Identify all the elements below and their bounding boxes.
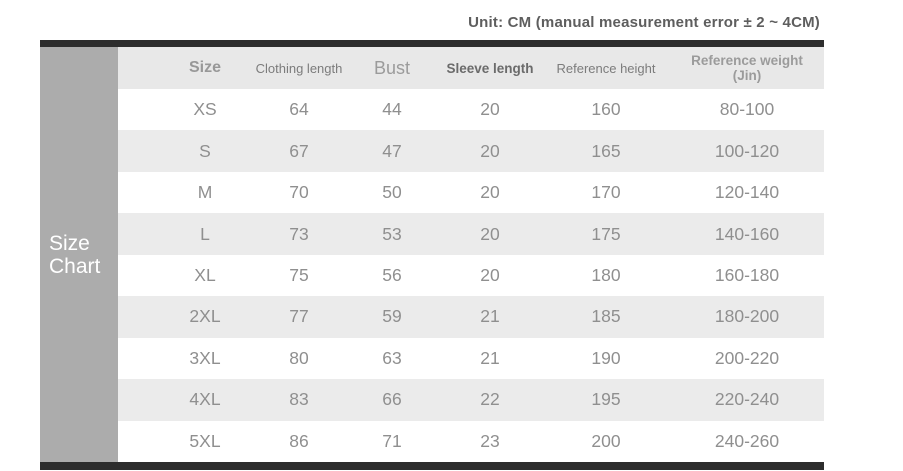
col-header-size: Size bbox=[188, 59, 221, 76]
table-row: XS 64 44 20 160 80-100 bbox=[118, 89, 824, 130]
table-cell: 240-260 bbox=[714, 430, 780, 451]
table-row: 5XL 86 71 23 200 240-260 bbox=[118, 421, 824, 463]
table-row: 3XL 80 63 21 190 200-220 bbox=[118, 338, 824, 379]
table-cell: 120-140 bbox=[714, 182, 780, 203]
table-cell: 195 bbox=[591, 389, 621, 410]
table-cell: 21 bbox=[480, 347, 500, 368]
table-cell: 44 bbox=[382, 99, 402, 120]
table-cell: 180 bbox=[591, 264, 621, 285]
table-cell: 2XL bbox=[189, 306, 221, 327]
table-cell: 190 bbox=[591, 347, 621, 368]
col-header-bust: Bust bbox=[373, 57, 411, 78]
table-cell: 170 bbox=[591, 182, 621, 203]
table-cell: 200 bbox=[591, 430, 621, 451]
table-cell: 160 bbox=[591, 99, 621, 120]
table-cell: 50 bbox=[382, 182, 402, 203]
table-cell: M bbox=[197, 182, 213, 203]
unit-note: Unit: CM (manual measurement error ± 2 ~… bbox=[468, 14, 820, 31]
table-row: 2XL 77 59 21 185 180-200 bbox=[118, 296, 824, 338]
table-cell: 165 bbox=[591, 140, 621, 161]
table-cell: 73 bbox=[289, 223, 309, 244]
table-cell: 66 bbox=[382, 389, 402, 410]
size-chart-label: Size Chart bbox=[40, 47, 118, 462]
table-cell: 71 bbox=[382, 430, 402, 451]
table-cell: 47 bbox=[382, 140, 402, 161]
bottom-bar bbox=[40, 462, 824, 470]
table-cell: 22 bbox=[480, 389, 500, 410]
table-cell: 200-220 bbox=[714, 347, 780, 368]
table-cell: 20 bbox=[480, 99, 500, 120]
col-header-clothing-length: Clothing length bbox=[255, 60, 343, 76]
table-cell: 56 bbox=[382, 264, 402, 285]
table-row: L 73 53 20 175 140-160 bbox=[118, 213, 824, 255]
table-cell: 75 bbox=[289, 264, 309, 285]
table-cell: 3XL bbox=[189, 347, 221, 368]
table-cell: 140-160 bbox=[714, 223, 780, 244]
table-cell: 80 bbox=[289, 347, 309, 368]
table-cell: 175 bbox=[591, 223, 621, 244]
table-cell: 5XL bbox=[189, 430, 221, 451]
size-table: Size Clothing length Bust Sleeve length … bbox=[118, 47, 824, 462]
table-cell: 86 bbox=[289, 430, 309, 451]
table-cell: 180-200 bbox=[714, 306, 780, 327]
table-cell: 100-120 bbox=[714, 140, 780, 161]
table-cell: 53 bbox=[382, 223, 402, 244]
table-cell: 23 bbox=[480, 430, 500, 451]
table-cell: 77 bbox=[289, 306, 309, 327]
table-cell: 220-240 bbox=[714, 389, 780, 410]
table-cell: 59 bbox=[382, 306, 402, 327]
col-header-reference-weight: Reference weight (Jin) bbox=[670, 47, 824, 89]
table-cell: XL bbox=[194, 264, 216, 285]
header-row: Size Clothing length Bust Sleeve length … bbox=[118, 47, 824, 89]
table-cell: XS bbox=[193, 99, 217, 120]
table-cell: L bbox=[200, 223, 210, 244]
col-header-reference-weight-text: Reference weight (Jin) bbox=[691, 53, 803, 83]
table-cell: 80-100 bbox=[719, 99, 775, 120]
table-row: XL 75 56 20 180 160-180 bbox=[118, 255, 824, 296]
col-header-sleeve-length: Sleeve length bbox=[446, 60, 534, 76]
table-row: 4XL 83 66 22 195 220-240 bbox=[118, 379, 824, 421]
table-cell: 83 bbox=[289, 389, 309, 410]
table-cell: 160-180 bbox=[714, 264, 780, 285]
size-chart-label-line1: Size bbox=[49, 231, 90, 255]
table-cell: 21 bbox=[480, 306, 500, 327]
table-row: M 70 50 20 170 120-140 bbox=[118, 172, 824, 213]
table-cell: 4XL bbox=[189, 389, 221, 410]
table-cell: 67 bbox=[289, 140, 309, 161]
table-cell: 20 bbox=[480, 182, 500, 203]
table-cell: S bbox=[199, 140, 211, 161]
table-cell: 64 bbox=[289, 99, 309, 120]
table-cell: 20 bbox=[480, 140, 500, 161]
size-chart: Size Chart Size Clothing length Bust Sle… bbox=[40, 40, 824, 470]
size-chart-label-line2: Chart bbox=[49, 254, 101, 278]
table-cell: 20 bbox=[480, 223, 500, 244]
table-cell: 63 bbox=[382, 347, 402, 368]
table-cell: 20 bbox=[480, 264, 500, 285]
table-cell: 70 bbox=[289, 182, 309, 203]
top-bar bbox=[40, 40, 824, 47]
col-header-reference-height: Reference height bbox=[556, 60, 656, 76]
table-cell: 185 bbox=[591, 306, 621, 327]
table-row: S 67 47 20 165 100-120 bbox=[118, 130, 824, 172]
